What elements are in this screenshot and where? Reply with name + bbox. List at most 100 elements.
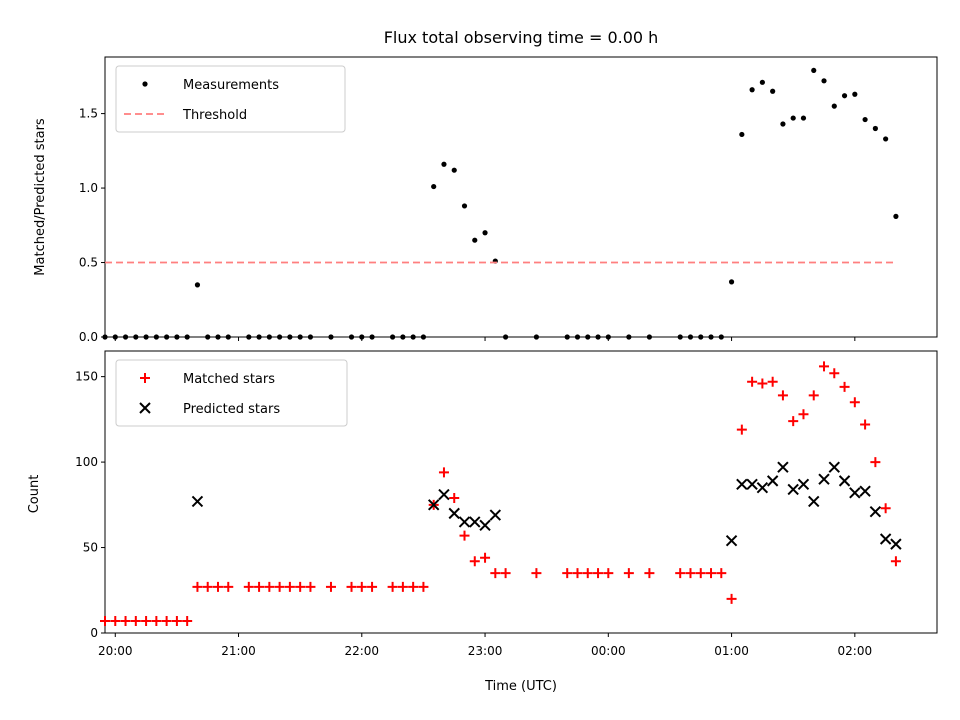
measurement-point (739, 131, 745, 138)
predicted-stars-point (746, 478, 758, 491)
measurement-point (122, 334, 129, 340)
bottom-plot-frame (104, 350, 938, 634)
measurement-point (728, 279, 735, 285)
predicted-stars-point (191, 495, 204, 508)
measurement-point (328, 334, 334, 340)
matched-stars-point (223, 581, 234, 592)
bottom-y-tick-label: 100 (75, 455, 98, 469)
measurement-point (852, 91, 858, 97)
measurement-point (246, 334, 252, 340)
matched-stars-point (397, 581, 408, 592)
measurement-point (564, 334, 570, 340)
predicted-stars-point (838, 475, 851, 487)
matched-stars-point (788, 416, 799, 427)
measurement-point (698, 334, 704, 340)
measurement-point (626, 334, 632, 340)
predicted-stars-point (797, 478, 810, 491)
measurement-point (420, 334, 427, 340)
matched-stars-point (110, 616, 121, 627)
predicted-stars-point (828, 461, 840, 473)
matched-stars-point (171, 616, 182, 627)
matched-stars-point (346, 581, 357, 592)
measurement-point (831, 103, 837, 109)
matched-stars-point (408, 581, 419, 592)
top-y-tick-label: 1.5 (79, 107, 98, 121)
measurement-point (461, 203, 468, 209)
measurement-point (533, 334, 540, 340)
matched-stars-point (151, 616, 162, 627)
legend-label: Predicted stars (183, 402, 280, 417)
predicted-stars-point (859, 485, 871, 497)
matched-stars-point (480, 552, 491, 563)
measurement-point (862, 116, 868, 123)
matched-stars-point (459, 530, 470, 541)
predicted-stars-point (849, 487, 861, 499)
matched-stars-point (295, 581, 306, 592)
top-y-tick-label: 0.5 (79, 256, 98, 270)
matched-stars-point (716, 568, 727, 579)
measurement-point (841, 93, 848, 99)
measurement-point (215, 334, 221, 340)
measurement-point (708, 334, 714, 340)
measurement-point (790, 115, 796, 121)
predicted-stars-point (756, 482, 769, 494)
measurement-point (184, 334, 190, 340)
x-tick-label: 23:00 (468, 644, 503, 658)
matched-stars-point (367, 581, 378, 592)
predicted-stars-point (869, 505, 882, 518)
legend-predicted-marker (139, 402, 151, 414)
predicted-stars-point (787, 483, 799, 496)
matched-stars-point (593, 568, 604, 579)
matched-stars-point (777, 390, 788, 401)
measurement-point (605, 334, 611, 340)
predicted-stars-point (725, 535, 738, 547)
measurement-point (133, 334, 139, 340)
matched-stars-point (192, 581, 203, 592)
matched-stars-point (644, 568, 655, 579)
matched-stars-point (572, 568, 583, 579)
matched-stars-point (603, 568, 614, 579)
bottom-legend: Matched stars Predicted stars (115, 359, 348, 427)
measurement-point (205, 334, 211, 340)
measurement-point (307, 334, 314, 340)
predicted-stars-point (808, 495, 820, 508)
matched-stars-point (387, 581, 398, 592)
x-tick-label: 20:00 (98, 644, 133, 658)
legend-matched-marker (140, 373, 150, 383)
matched-stars-point (469, 556, 480, 567)
predicted-stars-point (479, 519, 491, 532)
predicted-stars-point (736, 478, 748, 491)
measurement-point (348, 334, 355, 340)
matched-stars-point (418, 581, 429, 592)
x-tick-label: 02:00 (838, 644, 873, 658)
measurement-point (174, 334, 180, 340)
matched-stars-point (736, 424, 747, 435)
measurement-point (359, 334, 365, 340)
measurement-point (102, 334, 108, 340)
measurement-point (451, 167, 457, 173)
measurement-point (472, 237, 478, 243)
matched-stars-point (130, 616, 141, 627)
x-tick-label: 00:00 (591, 644, 626, 658)
top-legend: Measurements Threshold (115, 65, 346, 133)
measurement-point (410, 334, 416, 340)
predicted-stars-point (427, 499, 440, 511)
matched-stars-point (747, 376, 758, 387)
matched-stars-point (767, 376, 778, 387)
measurement-point (574, 334, 581, 340)
matched-stars-point (757, 378, 768, 389)
legend-label: Matched stars (183, 372, 275, 387)
matched-stars-point (500, 568, 511, 579)
legend-label: Threshold (182, 108, 247, 123)
measurement-point (369, 334, 375, 340)
matched-stars-point (438, 467, 449, 478)
matched-stars-point (798, 409, 809, 420)
measurement-point (893, 213, 899, 219)
matched-stars-point (695, 568, 706, 579)
bottom-y-tick-label: 0 (90, 626, 98, 640)
measurement-point (770, 88, 776, 94)
matched-stars-point (325, 581, 336, 592)
bottom-y-tick-label: 150 (75, 370, 98, 384)
predicted-stars-point (890, 538, 902, 550)
measurement-point (677, 334, 683, 340)
